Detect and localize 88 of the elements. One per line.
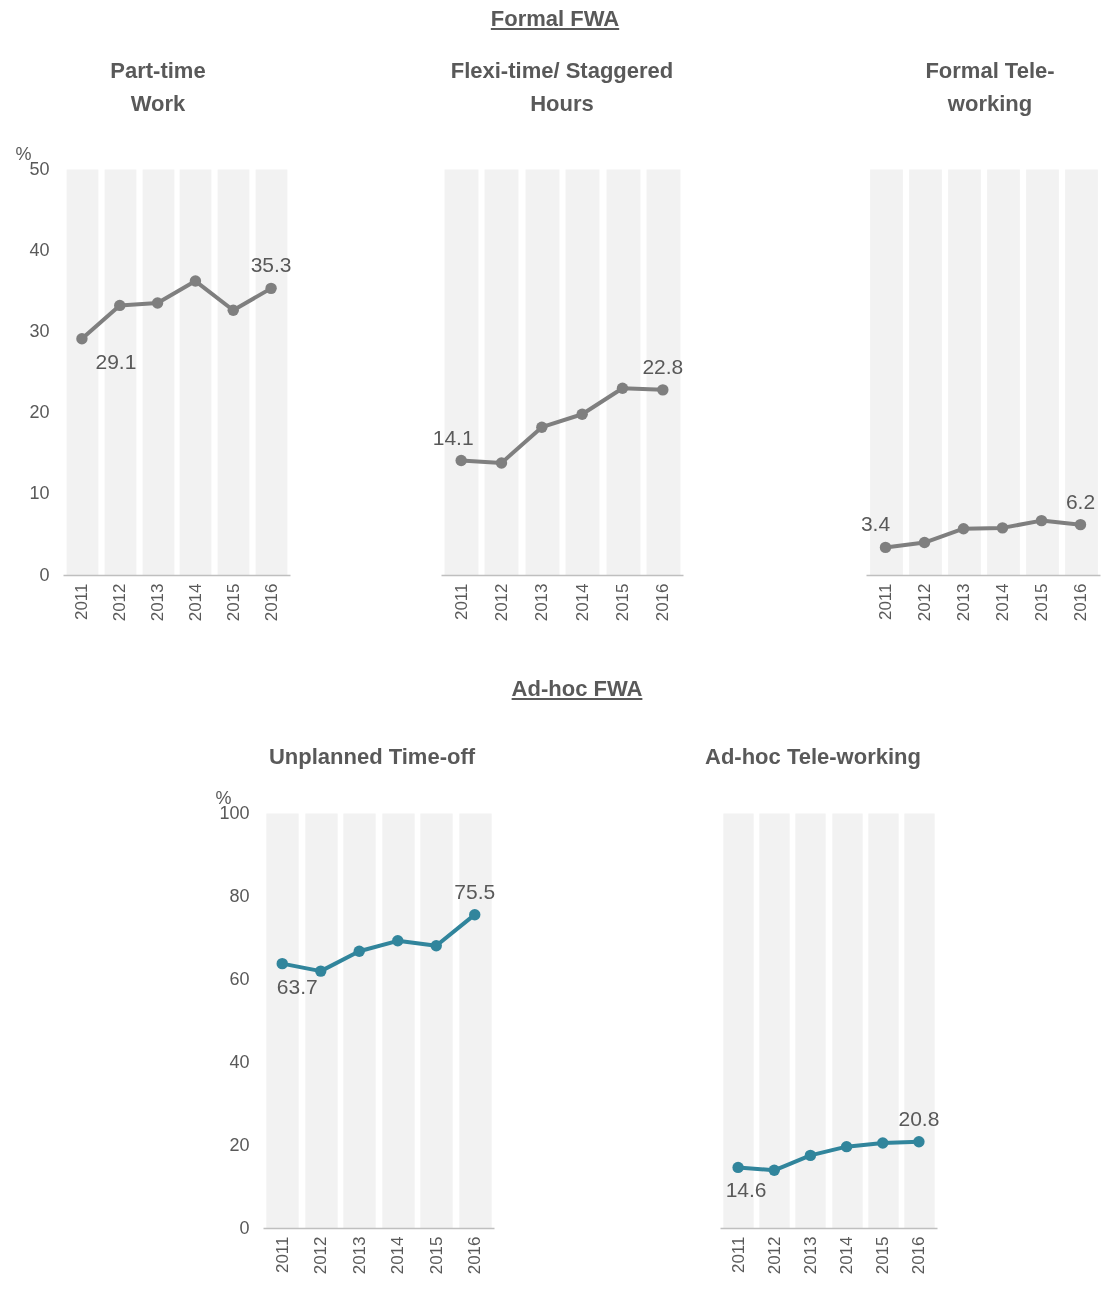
x-tick-label: 2014 [388,1236,408,1275]
y-axis-title: % [15,143,32,164]
chart-title: Flexi-time/ Staggered Hours [449,57,675,118]
data-label: 20.8 [898,1106,940,1130]
text: Formal FWA [490,6,620,32]
point [315,965,327,977]
point [455,454,467,467]
x-tick-label: 2014 [572,583,592,622]
y-tick-label: 30 [29,320,50,341]
x-tick-label: 2014 [185,583,205,622]
point [768,1164,780,1176]
x-tick-label: 2012 [764,1236,784,1275]
x-tick-label: 2011 [728,1236,748,1274]
x-tick-label: 2015 [873,1236,893,1275]
x-tick-label: 2012 [915,583,934,622]
point [918,536,931,549]
data-label: 6.2 [1065,489,1096,513]
point [276,957,288,970]
point [469,908,481,921]
x-tick-label: 2014 [837,1236,857,1275]
point [76,333,88,345]
point [536,421,548,433]
chart-title: Formal Tele-working [924,57,1056,118]
point [189,275,202,287]
point [657,384,669,396]
point [879,541,892,554]
y-tick-label: 20 [29,402,50,423]
x-tick-label: 2012 [311,1236,331,1275]
y-tick-label: 60 [229,968,250,989]
point [353,945,365,957]
x-tick-label: 2013 [532,583,552,622]
y-tick-label: 20 [229,1134,250,1155]
point [576,408,588,420]
x-tick-label: 2014 [993,583,1012,622]
point [732,1161,744,1174]
point [996,522,1009,534]
point [392,935,404,947]
x-tick-label: 2016 [465,1236,485,1275]
x-tick-label: 2016 [261,583,281,622]
y-tick-label: 10 [29,483,50,504]
x-tick-label: 2013 [349,1236,369,1275]
data-label: 35.3 [250,253,292,277]
point [1074,518,1087,531]
point [840,1140,853,1153]
x-tick-label: 2015 [223,583,243,622]
x-tick-label: 2011 [451,583,471,621]
point [430,940,442,952]
x-tick-label: 2015 [426,1236,446,1275]
data-label: 3.4 [860,512,891,536]
data-label: 63.7 [276,974,318,998]
point [616,382,629,394]
data-label: 75.5 [454,879,496,903]
data-label: 22.8 [642,354,684,378]
point [227,304,239,316]
point [877,1137,889,1149]
x-tick-label: 2011 [72,583,92,621]
point [151,297,164,309]
y-tick-label: 40 [29,239,50,260]
point [913,1135,925,1148]
point [495,457,508,469]
x-tick-label: 2016 [1071,583,1090,622]
x-tick-label: 2013 [148,583,168,622]
x-tick-label: 2012 [492,583,511,622]
data-label: 14.1 [432,425,474,449]
x-tick-label: 2012 [110,583,130,622]
point [804,1149,817,1162]
data-label: 29.1 [95,349,137,373]
point [957,523,970,535]
x-tick-label: 2015 [1032,583,1051,622]
point [1035,514,1048,527]
chart-title: Unplanned Time-off [267,743,477,771]
x-tick-label: 2015 [613,583,632,622]
point [265,282,277,295]
x-tick-label: 2013 [954,583,973,622]
y-tick-label: 0 [39,564,50,585]
x-tick-label: 2011 [876,583,895,621]
text: Ad-hoc FWA [511,676,643,702]
x-tick-label: 2016 [653,583,673,622]
y-tick-label: 0 [239,1217,250,1238]
data-label: 14.6 [725,1178,767,1202]
y-tick-label: 80 [229,885,250,906]
chart-title: Ad-hoc Tele-working [704,743,922,771]
point [114,299,126,312]
x-tick-label: 2013 [800,1236,820,1275]
y-tick-label: 40 [229,1051,250,1072]
x-tick-label: 2016 [909,1236,929,1275]
x-tick-label: 2011 [272,1236,292,1274]
chart-title: Part-time Work [109,57,207,118]
